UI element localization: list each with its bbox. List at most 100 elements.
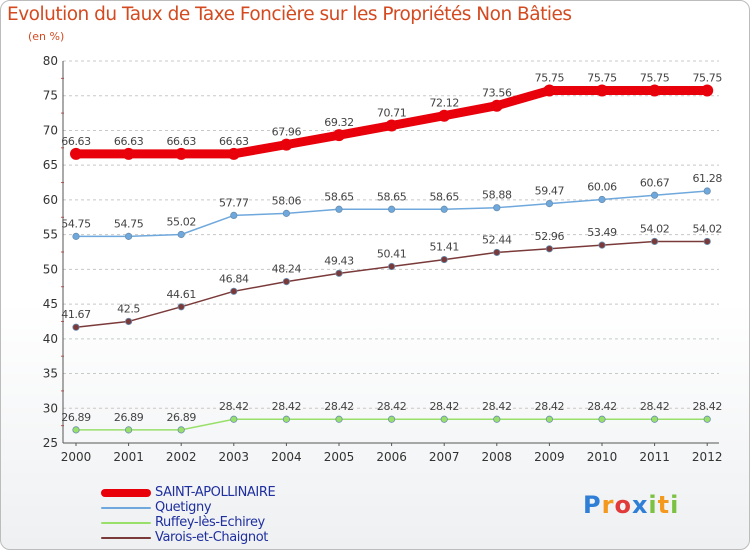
data-label: 72.12 (429, 97, 459, 110)
y-tick-label: 45 (43, 297, 58, 311)
legend-item[interactable]: Varois-et-Chaignot (101, 530, 361, 546)
data-label: 54.02 (692, 222, 722, 235)
data-point (545, 199, 554, 208)
data-label: 75.75 (692, 72, 722, 85)
legend-label: Quetigny (155, 500, 212, 515)
x-tick-label: 2010 (587, 450, 618, 464)
data-label: 26.89 (61, 411, 91, 424)
legend-item[interactable]: SAINT-APOLLINAIRE (101, 485, 361, 501)
data-point (490, 99, 503, 112)
data-label: 54.75 (61, 217, 91, 230)
data-label: 51.41 (429, 241, 459, 254)
x-tick-label: 2006 (376, 450, 407, 464)
x-tick-label: 2000 (61, 450, 92, 464)
x-tick-label: 2002 (166, 450, 197, 464)
y-tick-label: 60 (43, 193, 58, 207)
x-tick-label: 2007 (429, 450, 460, 464)
data-label: 28.42 (535, 400, 565, 413)
logo-letter: x (631, 491, 649, 519)
data-label: 28.42 (587, 400, 617, 413)
data-label: 28.42 (482, 400, 512, 413)
data-label: 57.77 (219, 196, 249, 209)
data-point (598, 195, 606, 204)
data-point (230, 415, 238, 423)
legend-swatch (101, 522, 151, 524)
y-tick-label: 35 (43, 367, 58, 381)
data-point (177, 426, 185, 434)
data-label: 26.89 (166, 411, 196, 424)
legend-label: SAINT-APOLLINAIRE (155, 485, 276, 500)
data-label: 28.42 (692, 400, 722, 413)
legend-item[interactable]: Ruffey-lès-Echirey (101, 515, 361, 531)
data-point (650, 415, 659, 423)
data-point (598, 241, 606, 249)
data-point (387, 205, 396, 213)
data-point (227, 147, 240, 160)
data-label: 58.65 (377, 190, 407, 203)
x-tick-label: 2004 (271, 450, 302, 464)
x-tick-label: 2003 (219, 450, 250, 464)
data-label: 58.65 (324, 190, 354, 203)
data-label: 54.02 (640, 222, 670, 235)
data-label: 48.24 (272, 263, 302, 276)
data-label: 28.42 (429, 400, 459, 413)
x-tick-label: 2005 (324, 450, 355, 464)
data-label: 28.42 (272, 400, 302, 413)
data-label: 66.63 (219, 135, 249, 148)
data-point (650, 237, 659, 246)
data-point (493, 248, 501, 257)
legend-label: Varois-et-Chaignot (155, 530, 268, 545)
data-point (440, 205, 448, 213)
data-label: 28.42 (324, 400, 354, 413)
data-point (280, 138, 293, 151)
legend-swatch (101, 537, 151, 539)
data-point (72, 426, 80, 434)
data-label: 52.44 (482, 233, 512, 246)
data-label: 66.63 (166, 135, 196, 148)
proxiti-logo: Proxiti (583, 491, 679, 519)
data-point (387, 262, 396, 271)
y-tick-label: 80 (43, 54, 58, 68)
data-point (230, 211, 238, 219)
y-tick-label: 75 (43, 89, 58, 103)
data-label: 75.75 (640, 72, 670, 85)
data-point (282, 415, 290, 423)
data-point (703, 237, 711, 246)
logo-letter: P (583, 491, 602, 519)
data-point (335, 205, 343, 213)
data-point (703, 187, 711, 195)
data-point (230, 287, 238, 295)
data-label: 28.42 (640, 400, 670, 413)
data-label: 75.75 (587, 72, 617, 85)
data-label: 70.71 (377, 107, 407, 120)
legend-item[interactable]: Quetigny (101, 500, 361, 516)
data-label: 46.84 (219, 272, 249, 285)
x-tick-label: 2001 (113, 450, 144, 464)
data-label: 61.28 (692, 172, 722, 185)
data-point (335, 415, 343, 423)
data-point (282, 209, 290, 217)
data-point (122, 147, 135, 160)
data-label: 60.06 (587, 180, 617, 193)
data-point (177, 303, 185, 311)
x-tick-label: 2011 (639, 450, 670, 464)
y-tick-label: 50 (43, 262, 58, 276)
data-point (175, 147, 188, 160)
data-label: 75.75 (535, 72, 565, 85)
data-point (177, 230, 185, 239)
data-label: 41.67 (61, 308, 91, 321)
data-point (598, 415, 606, 423)
data-point (125, 426, 133, 434)
x-tick-label: 2009 (534, 450, 565, 464)
legend-label: Ruffey-lès-Echirey (155, 515, 265, 530)
data-point (125, 232, 133, 240)
x-tick-label: 2012 (692, 450, 723, 464)
data-label: 58.88 (482, 189, 512, 202)
y-tick-label: 40 (43, 332, 58, 346)
data-label: 66.63 (114, 135, 144, 148)
data-label: 26.89 (114, 411, 144, 424)
x-tick-label: 2008 (482, 450, 513, 464)
page-title: Evolution du Taux de Taxe Foncière sur l… (7, 4, 572, 25)
